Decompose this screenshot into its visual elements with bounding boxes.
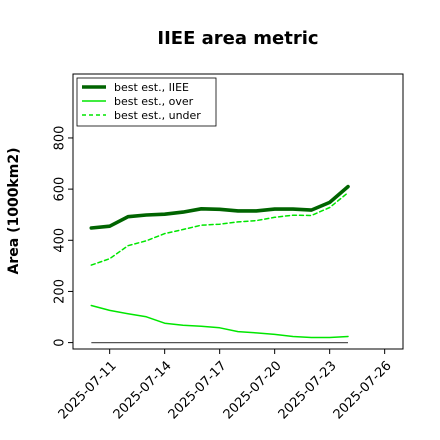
y-tick-label: 800 [53, 126, 68, 151]
x-tick-label: 2025-07-17 [166, 358, 230, 422]
y-tick-label: 200 [53, 279, 68, 304]
legend-entry-2: best est., under [114, 109, 201, 122]
legend-entry-1: best est., over [114, 95, 194, 108]
x-tick-label: 2025-07-26 [331, 358, 395, 422]
x-axis: 2025-07-112025-07-142025-07-172025-07-20… [56, 349, 395, 422]
series-line-1 [90, 304, 349, 339]
x-tick-label: 2025-07-20 [221, 358, 285, 422]
y-axis: 0 200 400 600 800 [53, 126, 73, 347]
y-axis-label: Area (1000km2) [6, 148, 22, 275]
plot-frame [72, 73, 404, 350]
series-line-0 [89, 184, 350, 230]
y-tick-label: 600 [53, 177, 68, 202]
x-tick-label: 2025-07-11 [56, 358, 120, 422]
y-tick-label: 400 [53, 228, 68, 253]
series-layer [89, 184, 350, 339]
series-line-2 [90, 191, 349, 266]
legend-entry-0: best est., IIEE [114, 81, 189, 94]
y-tick-label: 0 [53, 338, 68, 346]
x-tick-label: 2025-07-23 [276, 358, 340, 422]
chart-title: IIEE area metric [157, 28, 318, 49]
x-tick-label: 2025-07-14 [111, 358, 175, 422]
